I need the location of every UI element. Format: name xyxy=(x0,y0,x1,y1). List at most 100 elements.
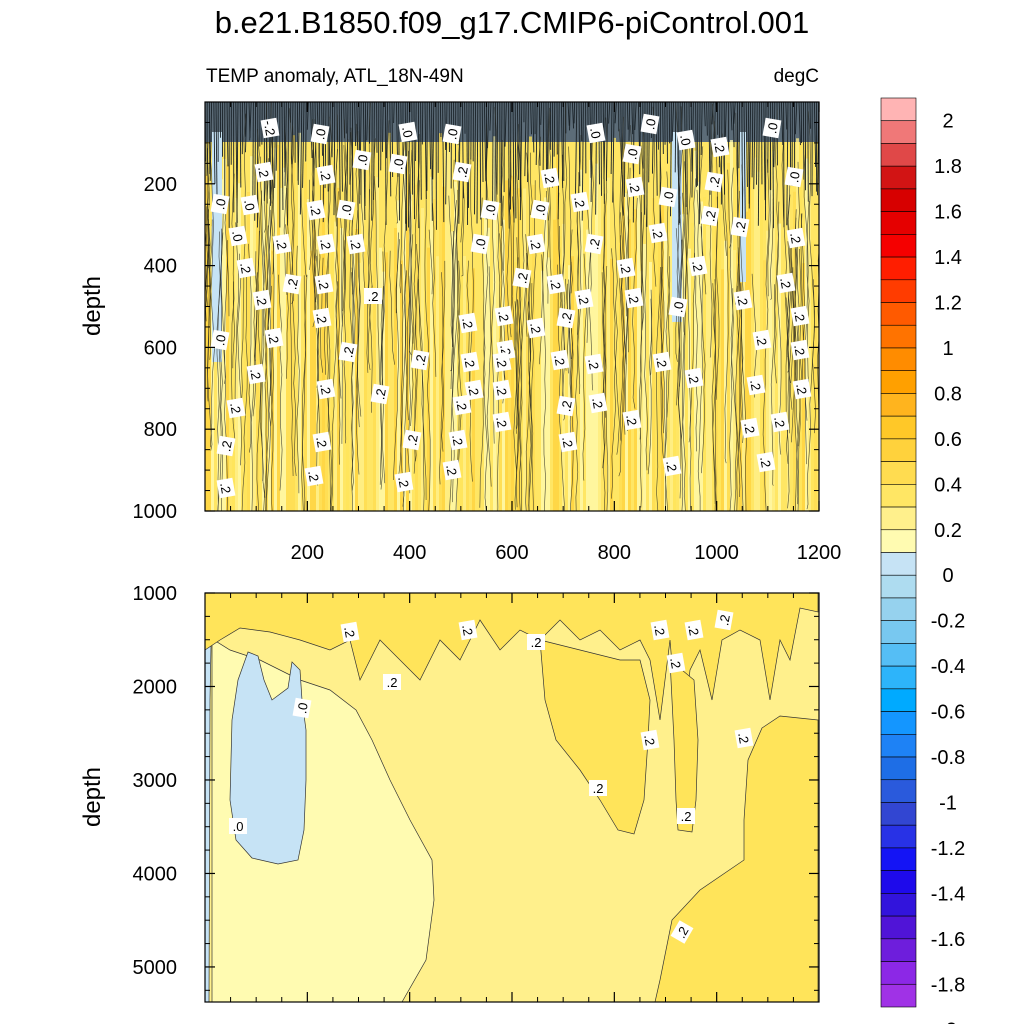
contour-label: .0 xyxy=(480,199,500,221)
surface-contour xyxy=(677,102,680,225)
upper-contour xyxy=(666,171,671,418)
upper-stripe xyxy=(622,148,625,511)
upper-contour xyxy=(250,272,258,511)
contour-label: .2 xyxy=(452,161,472,183)
contour-label: .2 xyxy=(652,351,672,373)
contour-label-text: .0 xyxy=(677,133,694,146)
surface-contour xyxy=(598,102,600,185)
contour-label-text: .2 xyxy=(227,401,244,414)
surface-contour xyxy=(813,102,817,168)
contour-label: .2 xyxy=(550,349,570,371)
upper-stripe xyxy=(541,270,544,511)
colorbar-box xyxy=(880,506,917,531)
colorbar-box xyxy=(880,211,917,235)
contour-label: .2 xyxy=(556,307,576,329)
upper-stripe xyxy=(709,153,712,511)
upper-stripe xyxy=(607,177,610,511)
colorbar-label: -0.4 xyxy=(931,656,965,678)
colorbar-label: 1 xyxy=(942,338,953,360)
upper-stripe xyxy=(331,217,334,511)
surface-contour xyxy=(698,102,701,225)
surface-contour xyxy=(519,102,521,198)
contour-label: .2 xyxy=(622,409,642,431)
surface-contour xyxy=(444,102,447,151)
upper-contour xyxy=(735,112,739,305)
contour-label-text: .0 xyxy=(786,170,803,183)
contour-label: .2 xyxy=(364,288,382,304)
upper-stripe xyxy=(775,229,778,511)
upper-stripe xyxy=(427,247,430,511)
contour-label-text: .2 xyxy=(771,415,788,428)
contour-label: .2 xyxy=(460,351,480,373)
upper-contour xyxy=(323,291,326,375)
contour-label: .2 xyxy=(312,431,332,453)
surface-contour xyxy=(333,102,336,216)
contour-label-text: .2 xyxy=(454,165,471,178)
contour-label: .0 xyxy=(470,233,490,255)
contour-label-text: .2 xyxy=(412,353,429,366)
surface-contour xyxy=(756,102,758,185)
contour-label-text: .2 xyxy=(218,439,235,452)
surface-contour xyxy=(573,102,576,124)
contour-label: .2 xyxy=(650,619,670,641)
contour-label: .2 xyxy=(574,288,594,310)
surface-contour xyxy=(487,102,490,149)
contour-label-text: .0 xyxy=(532,203,549,216)
upper-stripe xyxy=(667,168,670,511)
upper-contour xyxy=(774,109,779,384)
surface-contour xyxy=(514,102,517,219)
surface-contour xyxy=(614,102,617,124)
contour-label: .2 xyxy=(584,233,604,255)
surface-contour xyxy=(691,102,694,198)
contour-label-text: .2 xyxy=(305,469,322,482)
upper-stripe xyxy=(811,241,814,511)
lower-contour-labels: .2 .2 .2 .2 .2 .2 .2 .2 .0 .2 .2 .2 .2 .0 .2 xyxy=(229,609,754,944)
upper-contour xyxy=(302,274,308,511)
upper-stripe xyxy=(394,227,397,511)
contour-label: .2 xyxy=(402,429,422,451)
colorbar-box xyxy=(880,733,917,758)
upper-contour xyxy=(586,203,591,343)
upper-stripe xyxy=(595,163,598,511)
upper-contour xyxy=(335,149,341,465)
upper-stripe xyxy=(742,143,745,511)
contour-label-text: .0 xyxy=(660,190,677,203)
contour-label-text: .2 xyxy=(495,309,512,322)
surface-contour xyxy=(545,102,547,178)
surface-contour xyxy=(476,102,479,224)
surface-contour xyxy=(466,102,469,226)
upper-stripe xyxy=(343,242,346,511)
upper-stripe xyxy=(730,140,733,511)
upper-contour xyxy=(248,243,252,453)
contour-label: .2 xyxy=(733,289,753,311)
contour-label: .2 xyxy=(700,205,720,227)
upper-contour-labels: -.2 .0 .0 .0 .0 .0 .0 .0 .2 .0 .0 .2 .2 .2 .0 .2 .0 .0 .0.… xyxy=(210,113,812,499)
upper-stripe xyxy=(790,185,793,511)
contour-label-text: .2 xyxy=(685,371,702,384)
colorbar-label: 0.6 xyxy=(934,429,962,451)
upper-stripe xyxy=(259,197,262,511)
contour-label-text: .0 xyxy=(399,125,416,138)
contour-label-text: .2 xyxy=(747,378,764,391)
contour-label-text: .0 xyxy=(670,300,687,313)
upper-stripe xyxy=(649,262,652,511)
upper-stripe xyxy=(460,175,463,511)
upper-contour xyxy=(241,262,248,511)
lower-panel: .2 .2 .2 .2 .2 .2 .2 .2 .0 .2 .2 .2 .2 .0 .2 1000 2000 3… xyxy=(79,583,820,1003)
upper-contour xyxy=(729,167,734,249)
contour-label: .2 xyxy=(394,471,414,493)
contour-label: .2 xyxy=(556,395,576,417)
surface-contour xyxy=(252,102,254,205)
upper-stripe xyxy=(289,264,292,511)
contour-label-text: .2 xyxy=(493,383,510,396)
surface-contour xyxy=(700,102,703,156)
upper-stripe xyxy=(736,252,739,511)
surface-contour xyxy=(608,102,611,124)
contour-label-text: .0 xyxy=(482,203,499,216)
upper-stripe xyxy=(235,197,238,511)
upper-contour xyxy=(722,133,729,464)
colorbar-box xyxy=(880,552,917,576)
contour-label-text: .2 xyxy=(625,291,642,304)
contour-label-text: .2 xyxy=(459,316,476,329)
surface-contour xyxy=(420,102,422,200)
